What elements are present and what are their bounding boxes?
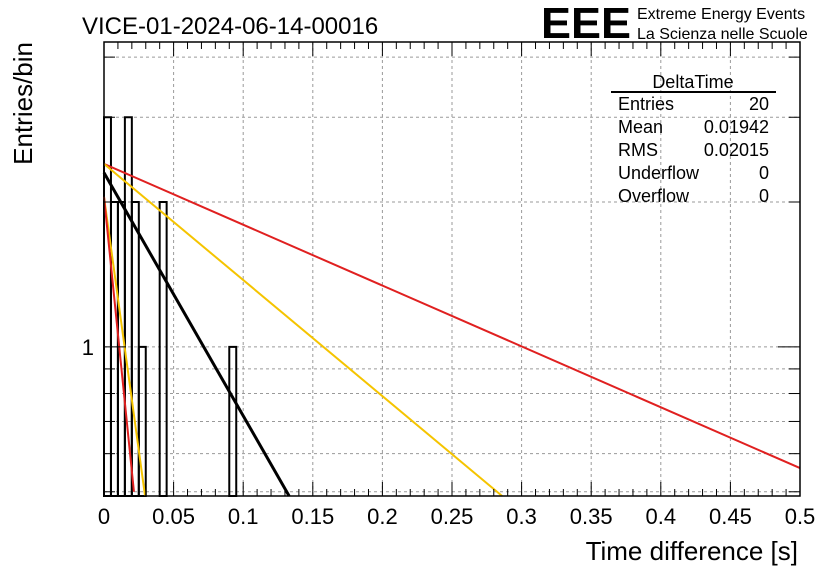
x-tick-label: 0.1	[228, 504, 259, 529]
axes: 0 0.05 0.1 0.15 0.2 0.25 0.3 0.35 0.4 0.45 0.5 1	[82, 42, 816, 529]
fit-line	[103, 162, 801, 470]
x-tick-label: 0.35	[570, 504, 613, 529]
x-tick-label: 0	[98, 504, 110, 529]
stats-label-underflow: Underflow	[618, 163, 700, 183]
stats-value-entries: 20	[749, 94, 769, 114]
stats-value-overflow: 0	[759, 186, 769, 206]
histogram-bin	[130, 201, 140, 497]
x-axis-label: Time difference [s]	[586, 536, 798, 566]
stats-box: DeltaTime Entries 20 Mean 0.01942 RMS 0.…	[611, 72, 776, 206]
stats-label-entries: Entries	[618, 94, 674, 114]
x-tick-label: 0.25	[431, 504, 474, 529]
x-tick-label: 0.3	[506, 504, 537, 529]
y-tick-label: 1	[82, 335, 94, 360]
stats-value-rms: 0.02015	[704, 140, 769, 160]
logo-line1: Extreme Energy Events	[637, 6, 805, 23]
histogram-bin	[158, 201, 168, 497]
fit-line	[102, 172, 291, 497]
histogram	[103, 116, 238, 498]
fit-line	[103, 196, 135, 492]
stats-value-underflow: 0	[759, 163, 769, 183]
x-tick-label: 0.4	[646, 504, 677, 529]
x-tick-label: 0.05	[152, 504, 195, 529]
x-tick-label: 0.2	[367, 504, 398, 529]
stats-label-mean: Mean	[618, 117, 663, 137]
eee-logo: EEE Extreme Energy Events La Scienza nel…	[541, 0, 808, 48]
histogram-bin	[109, 201, 119, 497]
x-tick-label: 0.15	[291, 504, 334, 529]
y-axis-label: Entries/bin	[8, 42, 38, 165]
x-tick-label: 0.5	[785, 504, 816, 529]
fit-line	[103, 163, 503, 497]
logo-line2: La Scienza nelle Scuole	[637, 26, 808, 43]
grid	[104, 42, 800, 496]
x-tick-label: 0.45	[709, 504, 752, 529]
logo-mark: EEE	[541, 0, 631, 48]
stats-value-mean: 0.01942	[704, 117, 769, 137]
stats-title: DeltaTime	[652, 72, 733, 92]
chart-title: VICE-01-2024-06-14-00016	[82, 13, 378, 40]
stats-label-overflow: Overflow	[618, 186, 690, 206]
stats-label-rms: RMS	[618, 140, 658, 160]
